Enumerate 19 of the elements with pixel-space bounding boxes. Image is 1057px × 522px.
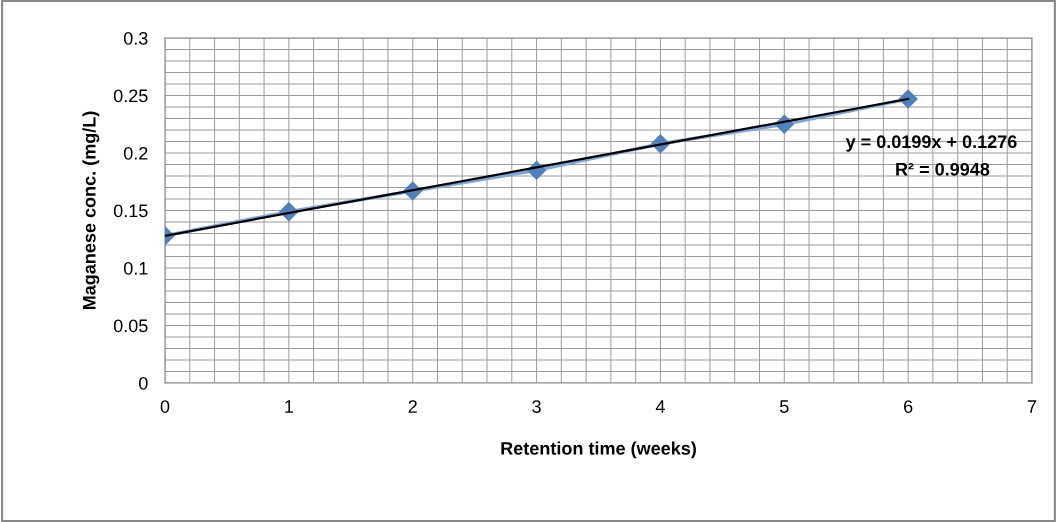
x-tick-label: 1 bbox=[285, 400, 293, 413]
x-axis-title: Retention time (weeks) bbox=[501, 441, 696, 459]
y-tick-label: 0.2 bbox=[123, 146, 148, 160]
y-tick-label: 0.3 bbox=[123, 31, 148, 45]
y-tick-label: 0.1 bbox=[123, 261, 148, 275]
x-tick-label: 6 bbox=[904, 400, 913, 413]
x-tick-label: 2 bbox=[408, 400, 417, 413]
annotation: R² = 0.9948 bbox=[896, 162, 990, 176]
y-tick-label: 0.25 bbox=[113, 89, 148, 103]
y-tick-label: 0 bbox=[139, 376, 148, 390]
x-tick-label: 7 bbox=[1027, 400, 1037, 413]
y-tick-label: 0.15 bbox=[113, 204, 148, 218]
x-tick-label: 4 bbox=[655, 400, 665, 413]
x-tick-label: 0 bbox=[160, 400, 170, 413]
x-tick-label: 3 bbox=[532, 400, 541, 413]
x-tick-label: 5 bbox=[779, 400, 789, 413]
annotation: y = 0.0199x + 0.1276 bbox=[845, 135, 1017, 152]
y-tick-label: 0.05 bbox=[113, 319, 148, 333]
y-axis-title: Maganese conc. (mg/L) bbox=[82, 111, 100, 310]
